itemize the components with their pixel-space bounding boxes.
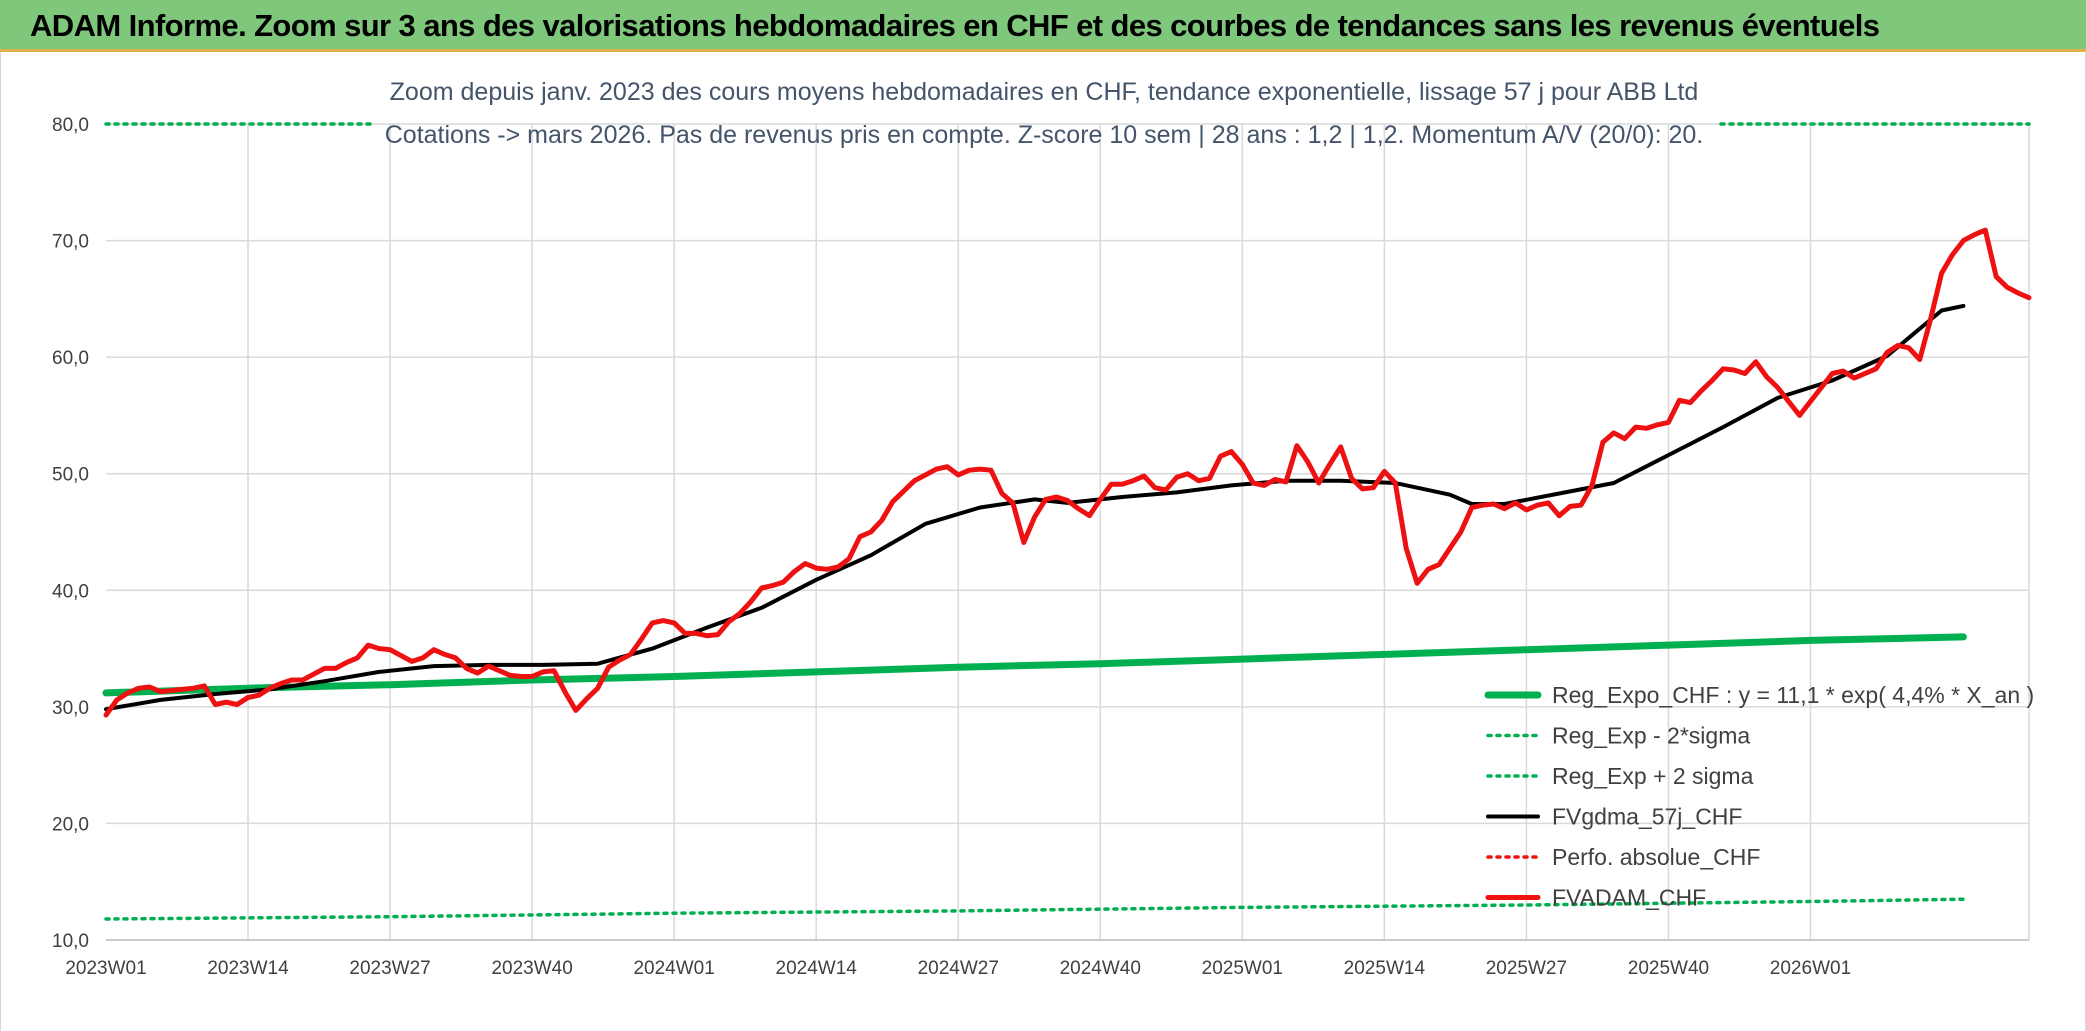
y-tick-label: 30,0	[52, 698, 89, 719]
y-tick-label: 40,0	[52, 581, 89, 602]
legend-label: FVADAM_CHF	[1552, 885, 1706, 911]
title-banner: ADAM Informe. Zoom sur 3 ans des valoris…	[0, 0, 2086, 52]
x-tick-label: 2023W01	[65, 958, 146, 979]
x-tick-label: 2023W14	[207, 958, 289, 979]
y-tick-label: 50,0	[52, 465, 89, 486]
x-axis: 2023W01 2023W14 2023W27 2023W40 2024W01 2024W…	[65, 958, 1851, 979]
series-reg-expo	[102, 633, 1967, 697]
x-tick-label: 2025W27	[1486, 958, 1567, 979]
chart-svg: Zoom depuis janv. 2023 des cours moyens …	[52, 78, 2034, 979]
x-tick-label: 2024W27	[918, 958, 999, 979]
chart-frame: Zoom depuis janv. 2023 des cours moyens …	[0, 52, 2086, 1031]
y-tick-label: 20,0	[52, 814, 89, 835]
x-tick-label: 2025W01	[1202, 958, 1283, 979]
x-tick-label: 2023W27	[349, 958, 430, 979]
x-tick-label: 2025W14	[1344, 958, 1426, 979]
x-tick-label: 2023W40	[491, 958, 572, 979]
legend-label: Perfo. absolue_CHF	[1552, 844, 1760, 870]
y-axis: 10,0 20,0 30,0 40,0 50,0 60,0 70,0 80,0	[52, 115, 89, 952]
legend-label: Reg_Exp + 2 sigma	[1552, 763, 1754, 789]
plot-area	[102, 122, 2032, 921]
legend-label: FVgdma_57j_CHF	[1552, 804, 1742, 830]
x-tick-label: 2024W01	[633, 958, 714, 979]
x-tick-label: 2024W40	[1060, 958, 1141, 979]
legend: Reg_Expo_CHF : y = 11,1 * exp( 4,4% * X_…	[1484, 682, 2034, 911]
page-title: ADAM Informe. Zoom sur 3 ans des valoris…	[30, 8, 1880, 43]
x-tick-label: 2025W40	[1628, 958, 1709, 979]
y-tick-label: 80,0	[52, 115, 89, 136]
y-tick-label: 60,0	[52, 348, 89, 369]
chart-subtitle: Cotations -> mars 2026. Pas de revenus p…	[385, 121, 1703, 149]
grid	[106, 123, 2030, 941]
legend-label: Reg_Exp - 2*sigma	[1552, 723, 1750, 749]
chart-title: Zoom depuis janv. 2023 des cours moyens …	[390, 78, 1699, 106]
series-fvadam	[103, 227, 2032, 718]
legend-label: Reg_Expo_CHF : y = 11,1 * exp( 4,4% * X_…	[1552, 682, 2034, 708]
y-tick-label: 70,0	[52, 232, 89, 253]
y-tick-label: 10,0	[52, 931, 89, 952]
x-tick-label: 2024W14	[776, 958, 858, 979]
series-reg-exp-minus-2sigma	[104, 897, 1966, 921]
x-tick-label: 2026W01	[1770, 958, 1851, 979]
